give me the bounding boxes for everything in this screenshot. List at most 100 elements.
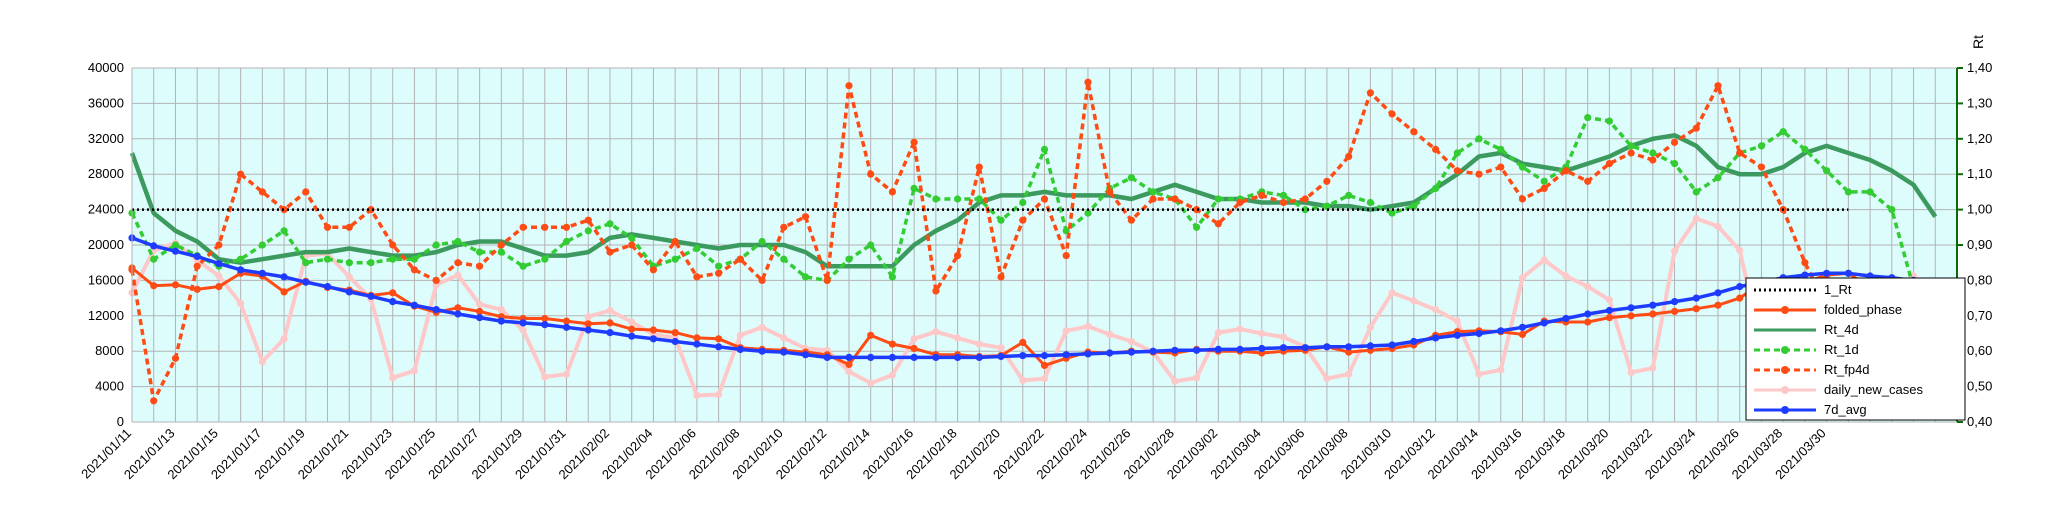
data-point <box>367 259 375 267</box>
data-point <box>1106 349 1114 357</box>
data-point <box>1301 195 1309 203</box>
series-Rt_fp4d <box>128 78 1831 405</box>
data-point <box>1410 128 1418 136</box>
data-point <box>1888 206 1896 214</box>
data-point <box>584 227 592 235</box>
data-point <box>780 255 788 263</box>
right-tick-label: 0,60 <box>1967 343 1992 358</box>
data-point <box>237 170 245 178</box>
data-point <box>1345 191 1353 199</box>
right-tick-label: 0,50 <box>1967 379 1992 394</box>
legend-item: folded_phase <box>1754 302 1902 317</box>
data-point <box>715 391 723 399</box>
data-point <box>1736 283 1744 291</box>
data-point <box>497 248 505 256</box>
data-point <box>323 255 332 263</box>
data-point <box>715 262 723 270</box>
data-point <box>1019 198 1027 207</box>
data-point <box>476 262 484 270</box>
data-point <box>410 266 418 274</box>
data-point <box>215 260 223 268</box>
data-point <box>171 354 180 362</box>
legend-marker <box>1781 306 1789 314</box>
data-point <box>671 255 679 263</box>
data-point <box>1279 191 1288 199</box>
data-point <box>1649 310 1657 318</box>
data-point <box>888 353 897 361</box>
data-point <box>932 328 940 336</box>
data-point <box>497 306 505 314</box>
data-point <box>801 213 810 221</box>
data-point <box>1323 375 1331 383</box>
data-point <box>1518 163 1527 171</box>
data-point <box>584 216 592 224</box>
data-point <box>454 310 462 318</box>
data-point <box>1605 117 1613 125</box>
data-point <box>1562 314 1570 323</box>
data-point <box>1475 135 1483 143</box>
data-point <box>758 276 766 284</box>
legend-label: Rt_fp4d <box>1824 362 1870 377</box>
data-point <box>867 241 875 249</box>
data-point <box>1366 198 1374 207</box>
legend-marker <box>1781 386 1789 394</box>
data-point <box>476 248 484 256</box>
data-point <box>1497 366 1505 374</box>
data-point <box>715 343 723 351</box>
data-point <box>193 252 201 261</box>
data-point <box>519 319 527 327</box>
data-point <box>1801 271 1809 279</box>
data-point <box>736 345 744 353</box>
data-point <box>1605 314 1613 322</box>
data-point <box>541 373 549 381</box>
data-point <box>693 334 701 342</box>
data-point <box>780 348 788 356</box>
data-point <box>150 255 158 263</box>
data-point <box>171 281 180 289</box>
data-point <box>1627 142 1635 150</box>
data-point <box>606 319 614 327</box>
data-point <box>1432 145 1440 153</box>
data-point <box>910 335 918 343</box>
data-point <box>954 353 962 361</box>
data-point <box>1627 312 1635 320</box>
legend-item: 1_Rt <box>1754 282 1852 297</box>
data-point <box>519 326 527 334</box>
right-tick-label: 1,20 <box>1967 131 1992 146</box>
data-point <box>562 317 571 325</box>
data-point <box>801 273 810 281</box>
data-point <box>1779 128 1787 136</box>
data-point <box>888 340 897 348</box>
data-point <box>1149 195 1157 203</box>
data-point <box>932 353 940 361</box>
data-point <box>258 358 266 366</box>
data-point <box>736 255 744 263</box>
data-point <box>193 262 201 270</box>
data-point <box>1106 330 1114 338</box>
series-7d_avg <box>128 234 1918 361</box>
data-point <box>1366 89 1374 97</box>
data-point <box>258 188 266 196</box>
data-point <box>1453 167 1461 175</box>
data-point <box>497 241 505 249</box>
data-point <box>1258 344 1266 353</box>
data-point <box>1171 195 1179 203</box>
left-tick-label: 24000 <box>88 202 124 217</box>
data-point <box>1040 195 1049 203</box>
data-point <box>932 287 940 295</box>
data-point <box>845 360 853 369</box>
data-point <box>997 344 1005 352</box>
left-tick-label: 8000 <box>95 343 124 358</box>
data-point <box>389 298 397 306</box>
data-point <box>432 306 440 314</box>
data-point <box>606 220 614 228</box>
data-point <box>1410 337 1418 346</box>
data-point <box>1518 323 1527 331</box>
legend-label: Rt_1d <box>1824 342 1859 357</box>
data-point <box>1062 252 1070 260</box>
data-point <box>1149 347 1157 355</box>
data-point <box>1171 377 1179 385</box>
data-point <box>845 353 853 361</box>
series-layer <box>128 78 1938 405</box>
right-tick-label: 0,40 <box>1967 414 1992 429</box>
